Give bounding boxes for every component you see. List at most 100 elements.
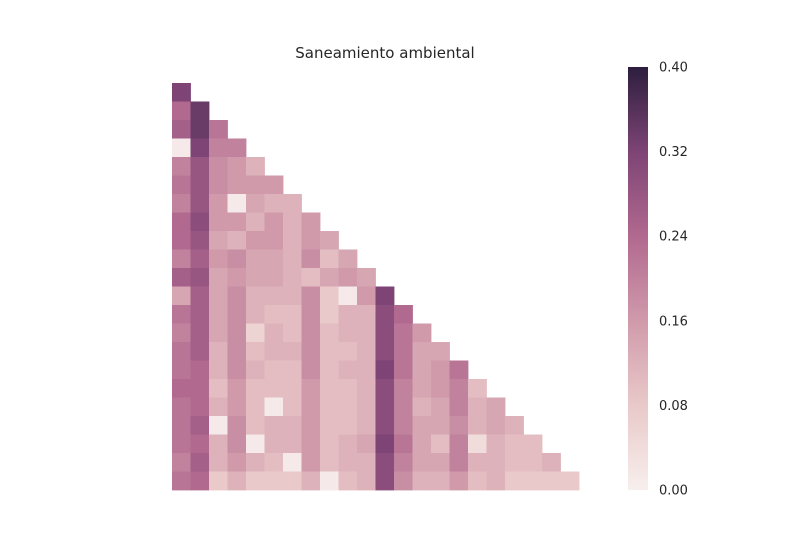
heatmap-cell xyxy=(172,268,191,287)
heatmap-cell xyxy=(264,305,284,324)
heatmap-cell xyxy=(283,397,302,417)
heatmap-cell xyxy=(172,120,191,139)
heatmap-cell xyxy=(227,305,247,324)
heatmap-cell xyxy=(190,471,210,491)
heatmap-cell xyxy=(542,471,561,491)
heatmap-cell xyxy=(357,268,376,287)
heatmap-cell xyxy=(560,471,580,491)
heatmap-cell xyxy=(320,231,339,250)
heatmap-cell xyxy=(301,286,321,306)
heatmap-cell xyxy=(190,342,210,361)
heatmap-cell xyxy=(542,453,561,472)
heatmap-cell xyxy=(209,194,228,213)
heatmap-cell xyxy=(283,379,302,398)
heatmap-cell xyxy=(172,434,191,454)
heatmap-cell xyxy=(320,397,339,417)
heatmap-cell xyxy=(227,360,247,380)
heatmap-cell xyxy=(246,194,265,213)
colorbar-ticks: 0.00 0.08 0.16 0.24 0.32 0.40 xyxy=(659,61,688,499)
heatmap-cell xyxy=(246,286,265,306)
heatmap-cell xyxy=(505,453,524,472)
heatmap-cell xyxy=(209,342,228,361)
heatmap-cell xyxy=(301,416,321,435)
heatmap-cell xyxy=(412,323,432,343)
heatmap-cell xyxy=(283,286,302,306)
heatmap-cell xyxy=(468,397,487,417)
heatmap-cell xyxy=(468,379,487,398)
chart-title: Saneamiento ambiental xyxy=(295,44,474,62)
heatmap-cell xyxy=(283,249,302,269)
heatmap-cell xyxy=(394,397,413,417)
heatmap-cell xyxy=(246,157,265,176)
heatmap-cell xyxy=(283,212,302,232)
heatmap-cell xyxy=(338,397,358,417)
heatmap-cell xyxy=(523,453,543,472)
heatmap-cell xyxy=(320,286,339,306)
heatmap-cell xyxy=(172,138,191,158)
heatmap-cell xyxy=(338,342,358,361)
heatmap-cell xyxy=(227,416,247,435)
heatmap-cell xyxy=(375,471,395,491)
heatmap-cell xyxy=(357,397,376,417)
heatmap-cell xyxy=(246,397,265,417)
heatmap-cell xyxy=(283,453,302,472)
heatmap-cell xyxy=(209,416,228,435)
heatmap-cell xyxy=(283,231,302,250)
heatmap-cell xyxy=(431,342,450,361)
heatmap-cell xyxy=(227,323,247,343)
heatmap-cell xyxy=(486,434,506,454)
heatmap-cell xyxy=(283,342,302,361)
heatmap-cell xyxy=(301,360,321,380)
heatmap-cell xyxy=(394,453,413,472)
heatmap-cell xyxy=(209,249,228,269)
heatmap-cell xyxy=(264,434,284,454)
heatmap-cell xyxy=(468,416,487,435)
heatmap-cell xyxy=(264,323,284,343)
heatmap-cell xyxy=(190,212,210,232)
heatmap-cell xyxy=(320,305,339,324)
heatmap-cell xyxy=(449,416,469,435)
heatmap-cell xyxy=(227,157,247,176)
heatmap-cell xyxy=(301,249,321,269)
heatmap-cell xyxy=(357,434,376,454)
heatmap-cell xyxy=(172,231,191,250)
heatmap-cell xyxy=(172,416,191,435)
colorbar-tick-label: 0.16 xyxy=(659,314,688,329)
heatmap-cell xyxy=(264,175,284,195)
heatmap-cell xyxy=(209,360,228,380)
heatmap-cell xyxy=(394,471,413,491)
heatmap-cell xyxy=(227,471,247,491)
heatmap-cell xyxy=(227,268,247,287)
heatmap-cell xyxy=(412,342,432,361)
heatmap-cell xyxy=(412,379,432,398)
heatmap-cell xyxy=(338,323,358,343)
heatmap-cell xyxy=(172,453,191,472)
heatmap-cell xyxy=(357,323,376,343)
heatmap-cell xyxy=(394,360,413,380)
heatmap-cell xyxy=(394,323,413,343)
heatmap-cell xyxy=(209,120,228,139)
heatmap-cell xyxy=(338,379,358,398)
heatmap-cell xyxy=(190,453,210,472)
heatmap-cell xyxy=(357,471,376,491)
heatmap-cell xyxy=(172,379,191,398)
heatmap-cell xyxy=(190,360,210,380)
heatmap-cell xyxy=(357,342,376,361)
heatmap-cell xyxy=(468,471,487,491)
heatmap-cell xyxy=(375,453,395,472)
heatmap-cell xyxy=(227,379,247,398)
heatmap-cell xyxy=(283,360,302,380)
heatmap-cell xyxy=(264,212,284,232)
heatmap-cell xyxy=(394,379,413,398)
heatmap-cell xyxy=(172,212,191,232)
heatmap-cell xyxy=(172,175,191,195)
heatmap-cell xyxy=(412,453,432,472)
heatmap-cell xyxy=(172,342,191,361)
heatmap-cell xyxy=(172,360,191,380)
heatmap-cell xyxy=(190,194,210,213)
heatmap-cell xyxy=(338,360,358,380)
colorbar-tick-label: 0.40 xyxy=(659,61,688,76)
heatmap-cell xyxy=(320,453,339,472)
heatmap-cell xyxy=(264,379,284,398)
heatmap-cell xyxy=(301,471,321,491)
